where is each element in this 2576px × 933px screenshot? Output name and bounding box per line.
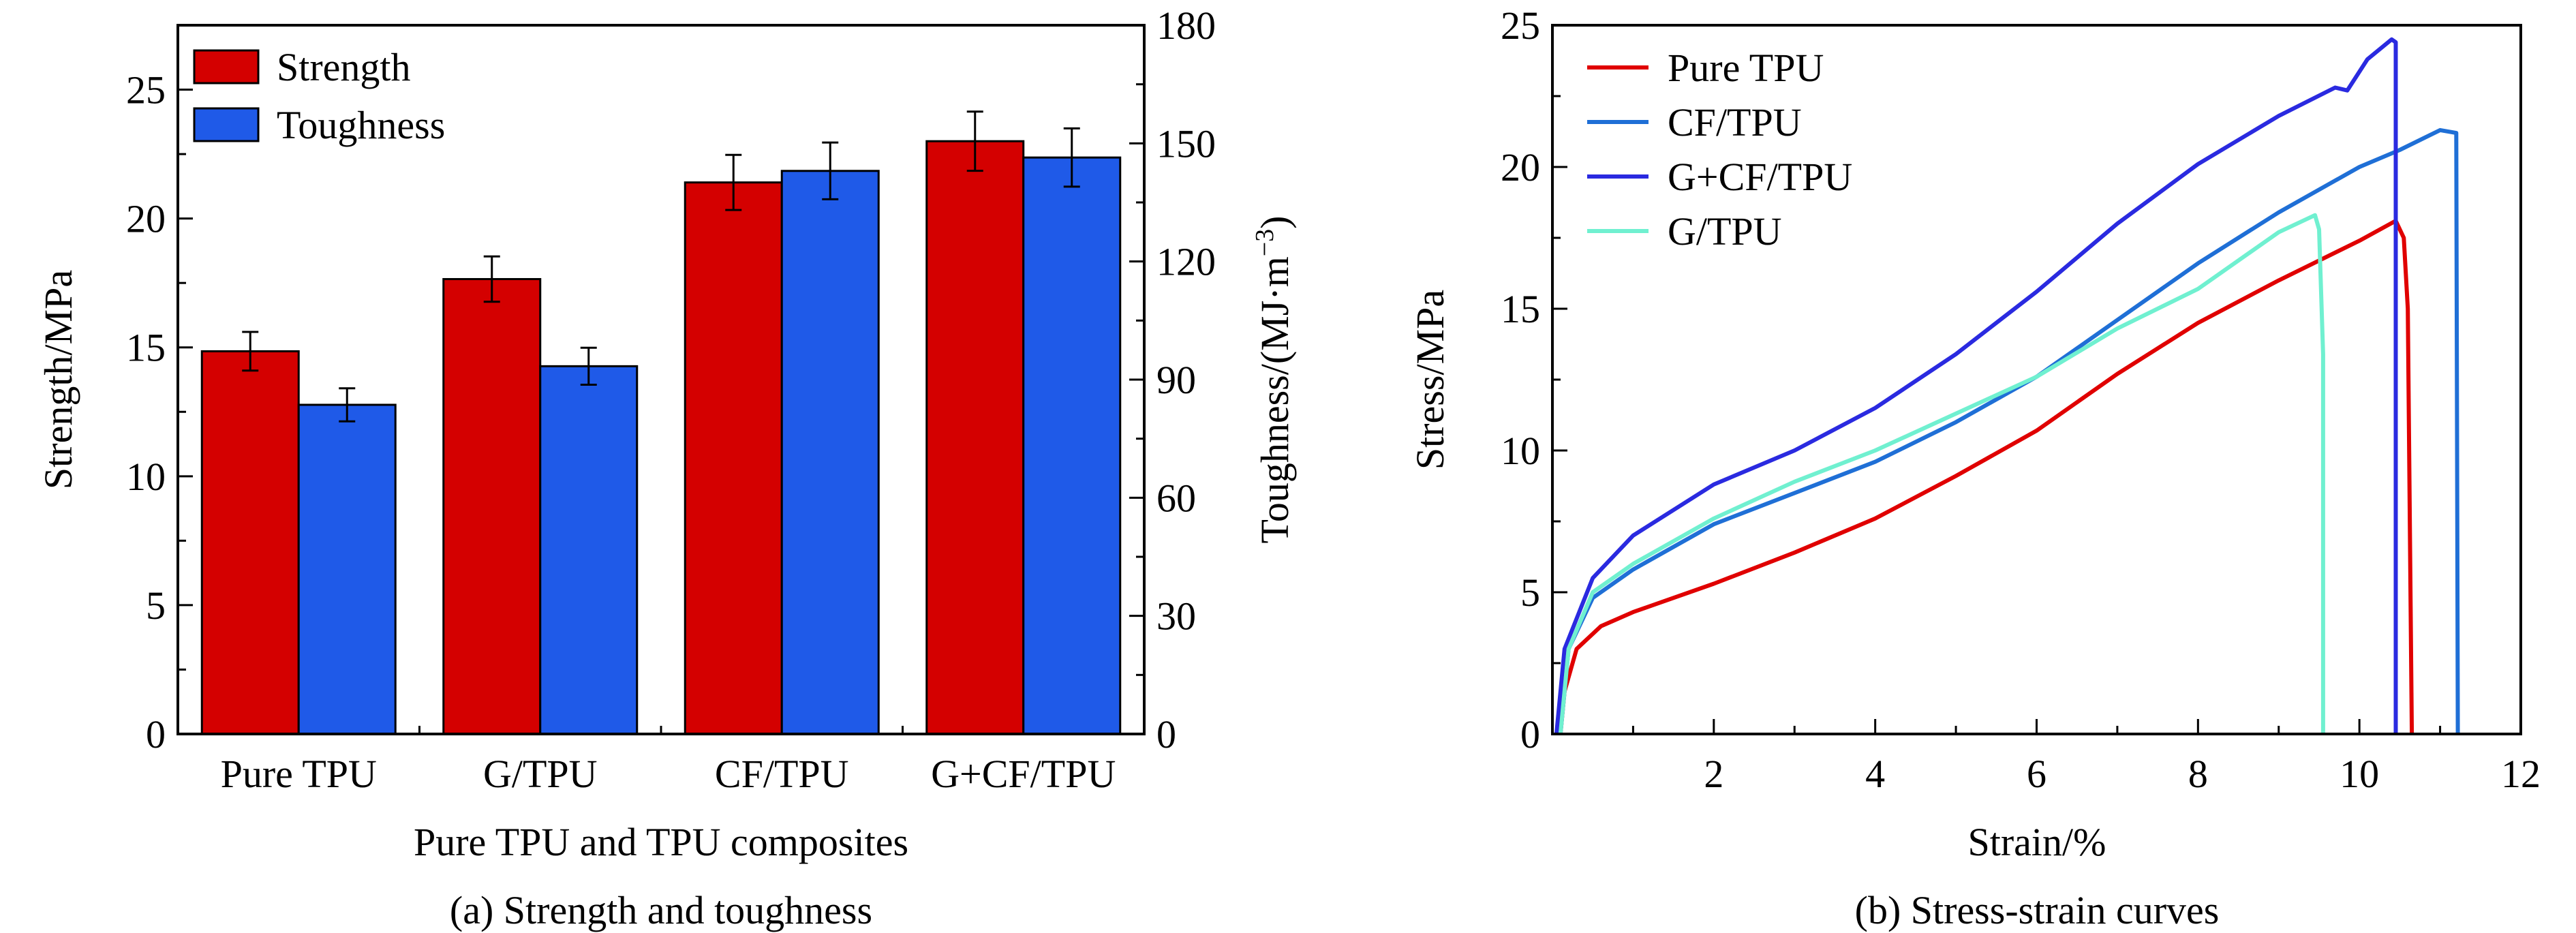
y-right-tick-label: 120 — [1156, 240, 1216, 284]
x-tick-label: 2 — [1704, 752, 1723, 796]
bar-strength-2 — [684, 181, 783, 735]
x-tick-label: G/TPU — [483, 752, 598, 796]
chart-a-xlabel: Pure TPU and TPU composites — [414, 820, 908, 864]
x-tick-label: 8 — [2188, 752, 2208, 796]
bar-toughness-3 — [1022, 156, 1122, 735]
y-tick-label: 5 — [1520, 570, 1540, 615]
y-right-tick-label: 90 — [1156, 358, 1196, 402]
ylabel-right-main: Toughness/(MJ·m — [1253, 256, 1297, 543]
y-tick-label: 10 — [126, 455, 166, 499]
y-tick-label: 25 — [126, 68, 166, 112]
x-tick-label: 10 — [2340, 752, 2379, 796]
y-right-tick-label: 30 — [1156, 594, 1196, 639]
ylabel-right-end: ) — [1253, 215, 1297, 228]
chart-b-xlabel: Strain/% — [1968, 820, 2106, 864]
y-tick-label: 15 — [1501, 287, 1540, 331]
y-right-tick-label: 60 — [1156, 476, 1196, 520]
x-tick-label: CF/TPU — [715, 752, 849, 796]
y-tick-label: 20 — [126, 197, 166, 241]
bar-strength-3 — [925, 140, 1025, 735]
bar-toughness-2 — [780, 170, 880, 735]
x-tick-label: G+CF/TPU — [931, 752, 1116, 796]
y-tick-label: 0 — [1520, 712, 1540, 756]
chart-b-caption: (b) Stress-strain curves — [1855, 888, 2220, 932]
legend-swatch-toughness — [193, 107, 260, 142]
y-tick-label: 5 — [146, 583, 166, 628]
bar-toughness-0 — [297, 403, 397, 735]
y-tick-label: 10 — [1501, 429, 1540, 473]
y-right-tick-label: 150 — [1156, 121, 1216, 166]
legend-label: G+CF/TPU — [1668, 155, 1852, 199]
curve-g-tpu — [1558, 213, 2325, 735]
legend-label: Toughness — [277, 103, 445, 147]
chart-a-ylabel-right: Toughness/(MJ·m−3) — [1251, 215, 1297, 543]
bar-strength-1 — [442, 278, 542, 735]
curve-pure-tpu — [1558, 219, 2414, 735]
y-right-tick-label: 0 — [1156, 712, 1176, 756]
chart-b-ylabel: Stress/MPa — [1408, 290, 1452, 470]
y-tick-label: 20 — [1501, 145, 1540, 189]
curve-g-cf-tpu — [1554, 37, 2398, 735]
x-tick-label: Pure TPU — [221, 752, 377, 796]
x-tick-label: 6 — [2027, 752, 2046, 796]
chart-stress-strain: 0 5 10 15 20 25 2 4 6 8 10 12 Pure TPU CF/TPU G+CF/TPU… — [1501, 3, 2541, 796]
chart-strength-toughness: 0 5 10 15 20 25 0 30 60 90 120 150 180 Pure TPU G/TPU C… — [126, 3, 1216, 796]
bar-toughness-1 — [539, 365, 639, 735]
legend-label: Pure TPU — [1668, 46, 1824, 90]
ylabel-right-sup: −3 — [1251, 229, 1279, 256]
chart-a-caption: (a) Strength and toughness — [450, 888, 872, 932]
y-tick-label: 15 — [126, 326, 166, 370]
y-right-tick-label: 180 — [1156, 3, 1216, 48]
bar-strength-0 — [200, 350, 300, 735]
y-tick-label: 25 — [1501, 3, 1540, 48]
legend-label: G/TPU — [1668, 209, 1782, 254]
legend-label: Strength — [277, 45, 411, 89]
y-tick-label: 0 — [146, 712, 166, 756]
x-tick-label: 4 — [1865, 752, 1885, 796]
chart-a-ylabel: Strength/MPa — [36, 270, 80, 489]
x-tick-label: 12 — [2501, 752, 2541, 796]
legend-swatch-strength — [193, 49, 260, 85]
legend-label: CF/TPU — [1668, 100, 1802, 144]
